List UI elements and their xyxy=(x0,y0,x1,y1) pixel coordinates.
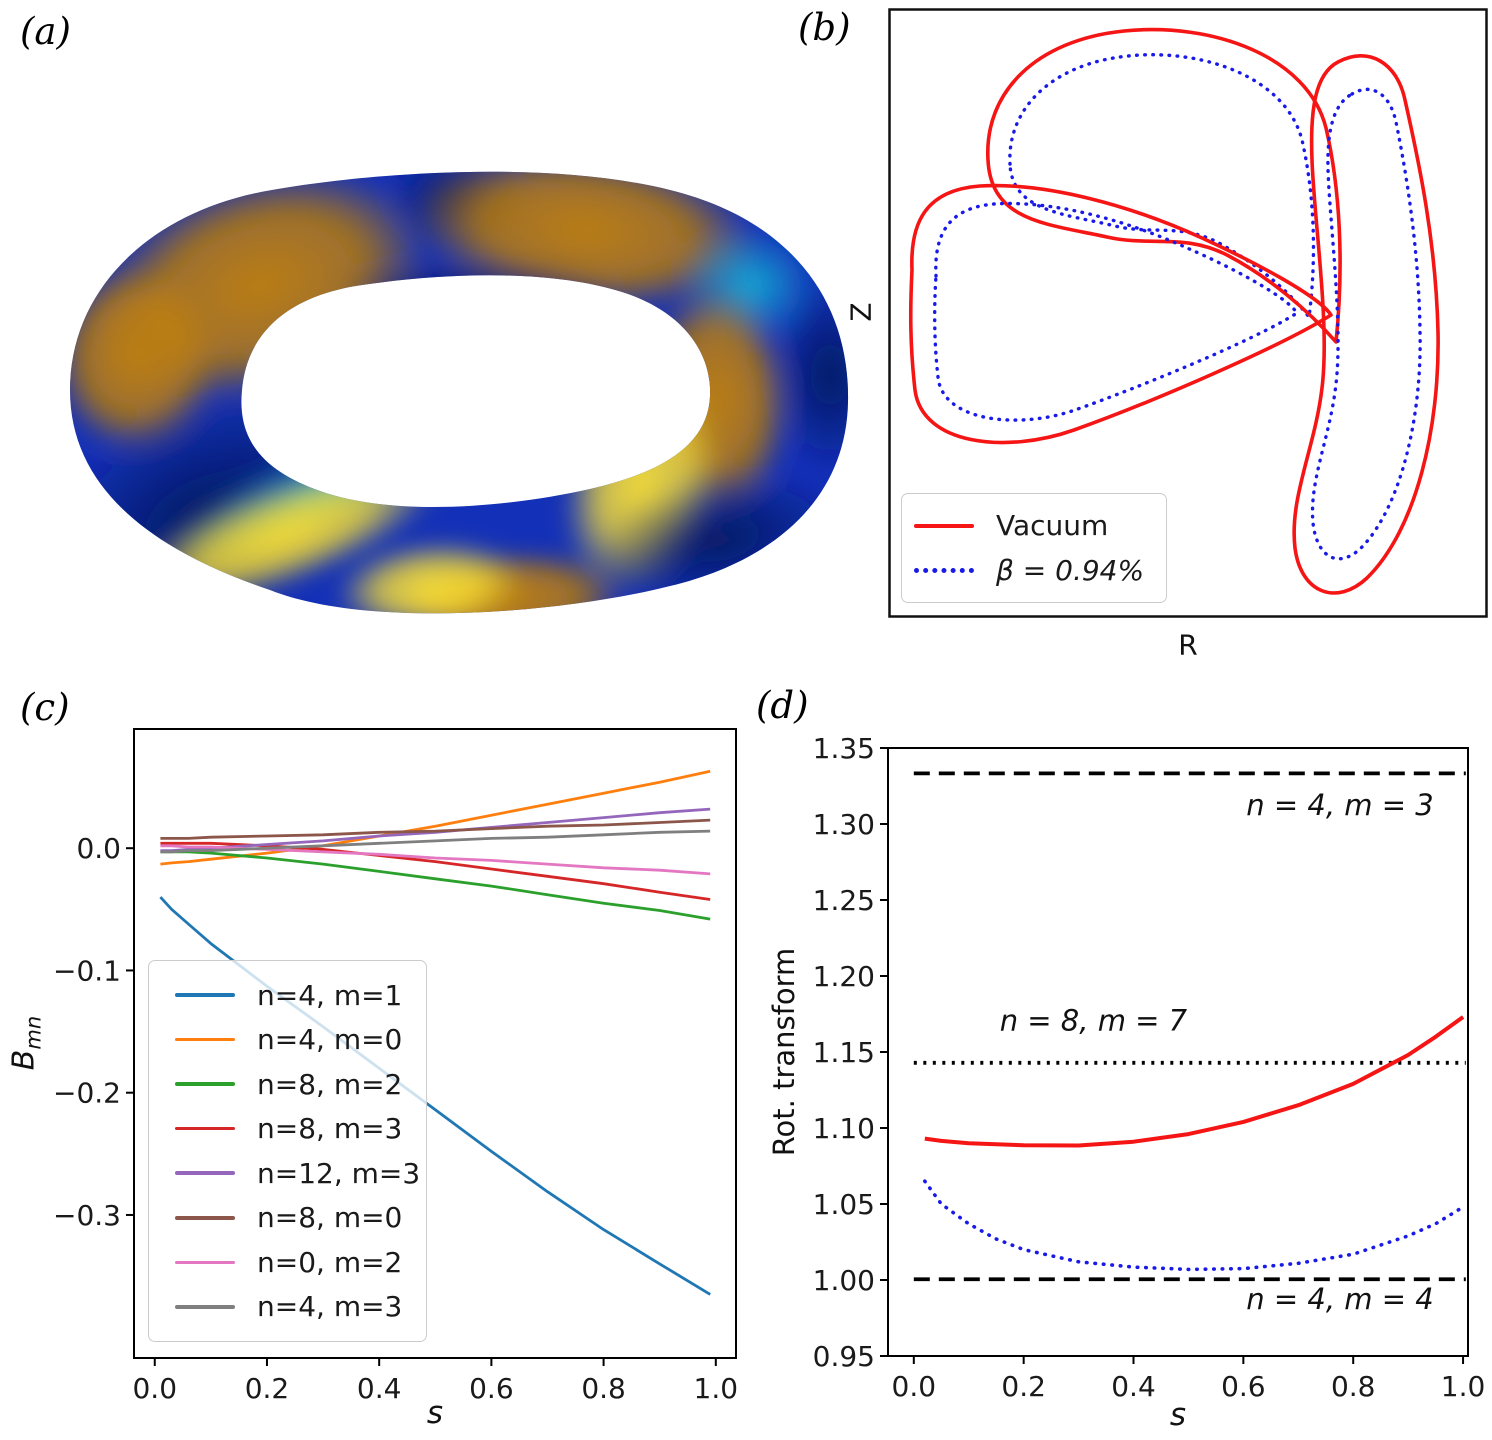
axes-frame xyxy=(888,8,1488,618)
beta-label: β = 0.94% xyxy=(996,553,1145,587)
legend-line-swatch xyxy=(175,1216,235,1220)
legend-item: n=12, m=3 xyxy=(175,1157,426,1190)
legend-item: n=4, m=0 xyxy=(175,1023,426,1056)
panel-b-legend: Vacuum β = 0.94% xyxy=(901,493,1167,603)
legend-item: n=8, m=2 xyxy=(175,1068,426,1101)
y-tick-label: 1.35 xyxy=(813,732,875,765)
y-tick-label: 1.30 xyxy=(813,808,875,841)
series-n=4, m=3 xyxy=(160,829,711,854)
series-n=8, m=3 xyxy=(160,841,711,901)
legend-item: n=4, m=1 xyxy=(175,979,426,1012)
y-tick-label: 1.05 xyxy=(813,1188,875,1221)
beta-contour-top xyxy=(1008,53,1316,322)
legend-item: n=8, m=0 xyxy=(175,1201,426,1234)
y-tick-label: 1.25 xyxy=(813,884,875,917)
series-Vacuum xyxy=(924,1015,1465,1148)
annotation: n = 4, m = 3 xyxy=(1246,788,1433,822)
x-axis-label: s xyxy=(427,1395,443,1431)
beta-contour-bean xyxy=(933,201,1300,422)
x-tick-label: 1.0 xyxy=(694,1372,739,1405)
legend-label: n=4, m=3 xyxy=(257,1290,403,1324)
y-tick-label: −0.3 xyxy=(53,1199,121,1232)
legend-label: n=0, m=2 xyxy=(257,1245,403,1279)
panel-a-label: (a) xyxy=(20,10,71,53)
legend-label: n=8, m=0 xyxy=(257,1201,403,1235)
panel-c-legend: n=4, m=1 n=4, m=0 n=8, m=2 n=8, m=3 n=12, m=… xyxy=(148,960,427,1342)
y-tick-label: −0.2 xyxy=(53,1077,121,1110)
panel-c-label: (c) xyxy=(20,686,70,729)
panel-b-ylabel: Z xyxy=(844,302,878,322)
legend-line-swatch xyxy=(175,1037,235,1042)
x-tick-label: 0.8 xyxy=(581,1372,626,1405)
vacuum-contour-bean xyxy=(908,183,1333,445)
legend-label: n=8, m=2 xyxy=(257,1067,403,1101)
axes-frame xyxy=(887,747,1469,1357)
cross-section-canvas xyxy=(888,8,1488,618)
y-tick-label: 1.10 xyxy=(813,1112,875,1145)
panel-d-label: (d) xyxy=(756,684,809,727)
panel-d-ylabel: Rot. transform xyxy=(767,947,801,1157)
vacuum-contour-crescent xyxy=(1292,54,1440,595)
legend-label: n=8, m=3 xyxy=(257,1112,403,1146)
y-tick-label: 0.0 xyxy=(76,832,121,865)
bmn-chart: 0.0 0.2 0.4 0.6 0.8 1.0 0.0 −0.1 −0.2 −0.3 s xyxy=(53,728,739,1431)
legend-label: n=4, m=0 xyxy=(257,1023,403,1057)
series-n=8, m=0 xyxy=(160,818,711,840)
x-axis-label: s xyxy=(1170,1397,1186,1433)
x-tick-label: 0.0 xyxy=(892,1370,937,1403)
vacuum-line-swatch xyxy=(914,523,974,528)
x-tick-label: 0.4 xyxy=(1111,1370,1156,1403)
axes-frame xyxy=(133,728,737,1359)
legend-line-swatch xyxy=(175,1082,235,1086)
x-tick-label: 0.8 xyxy=(1331,1370,1376,1403)
legend-item: n=8, m=3 xyxy=(175,1112,426,1145)
x-tick-label: 0.6 xyxy=(1221,1370,1266,1403)
legend-line-swatch xyxy=(175,1305,235,1309)
panel-b-label: (b) xyxy=(798,6,851,49)
legend-item-vacuum: Vacuum xyxy=(914,509,1154,542)
annotation: n = 4, m = 4 xyxy=(1246,1282,1433,1316)
torus-shading xyxy=(70,171,849,614)
legend-item-beta: β = 0.94% xyxy=(914,554,1154,587)
legend-line-swatch xyxy=(175,1260,235,1265)
rotational-transform-chart: n = 4, m = 3 n = 8, m = 7 n = 4, m = 4 0.0 0… xyxy=(813,732,1486,1433)
x-tick-label: 0.6 xyxy=(469,1372,514,1405)
y-tick-label: 0.95 xyxy=(813,1340,875,1373)
x-tick-label: 0.2 xyxy=(245,1372,290,1405)
y-tick-label: 1.15 xyxy=(813,1036,875,1069)
vacuum-label: Vacuum xyxy=(996,509,1109,543)
panel-b-xlabel: R xyxy=(1178,628,1198,662)
y-tick-label: 1.00 xyxy=(813,1264,875,1297)
legend-line-swatch xyxy=(175,1171,235,1175)
series-beta = 0.94% xyxy=(923,1179,1465,1272)
y-tick-label: 1.20 xyxy=(813,960,875,993)
cross-section-plot xyxy=(888,8,1488,618)
legend-item: n=0, m=2 xyxy=(175,1246,426,1279)
legend-label: n=4, m=1 xyxy=(257,978,403,1012)
x-tick-label: 1.0 xyxy=(1441,1370,1486,1403)
x-tick-label: 0.2 xyxy=(1001,1370,1046,1403)
beta-contour-crescent xyxy=(1310,87,1422,561)
y-tick-label: −0.1 xyxy=(53,954,121,987)
stellarator-3d-render xyxy=(70,171,849,614)
x-tick-label: 0.4 xyxy=(357,1372,402,1405)
legend-line-swatch xyxy=(175,1126,235,1131)
beta-line-swatch xyxy=(914,567,974,573)
legend-label: n=12, m=3 xyxy=(257,1156,421,1190)
annotation: n = 8, m = 7 xyxy=(1000,1004,1188,1038)
legend-item: n=4, m=3 xyxy=(175,1290,426,1323)
x-tick-label: 0.0 xyxy=(132,1372,177,1405)
series-n=0, m=2 xyxy=(160,844,711,876)
legend-line-swatch xyxy=(175,993,235,997)
vacuum-contour-top xyxy=(986,27,1342,344)
panel-c-ylabel: Bmn xyxy=(6,1015,46,1071)
